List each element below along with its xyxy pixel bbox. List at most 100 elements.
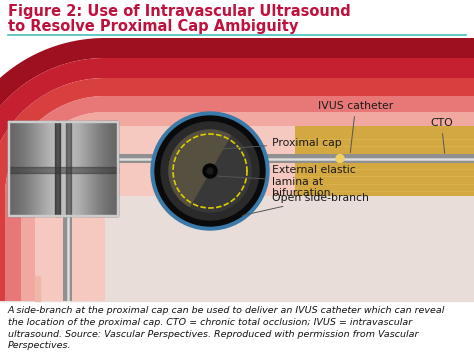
Text: CTO: CTO <box>430 118 453 153</box>
Polygon shape <box>71 121 72 216</box>
Polygon shape <box>110 121 111 216</box>
Polygon shape <box>95 121 96 216</box>
Polygon shape <box>57 121 58 216</box>
Polygon shape <box>19 121 20 216</box>
Polygon shape <box>5 196 21 301</box>
Polygon shape <box>84 121 85 216</box>
Polygon shape <box>52 121 53 216</box>
Polygon shape <box>106 121 107 216</box>
Polygon shape <box>83 121 84 216</box>
Circle shape <box>161 122 259 220</box>
Text: Open side-branch: Open side-branch <box>243 193 369 216</box>
Circle shape <box>207 168 213 174</box>
Text: External elastic
lamina at
bifurcation: External elastic lamina at bifurcation <box>218 165 356 198</box>
Polygon shape <box>56 121 57 216</box>
Polygon shape <box>108 121 109 216</box>
Polygon shape <box>35 276 40 301</box>
Polygon shape <box>105 58 474 78</box>
Polygon shape <box>295 126 474 196</box>
Polygon shape <box>105 154 474 163</box>
Polygon shape <box>72 121 73 216</box>
Polygon shape <box>85 121 86 216</box>
Polygon shape <box>92 121 93 216</box>
Polygon shape <box>78 121 79 216</box>
Polygon shape <box>21 112 105 196</box>
Polygon shape <box>116 121 117 216</box>
Polygon shape <box>37 121 38 216</box>
Polygon shape <box>25 121 26 216</box>
Polygon shape <box>13 121 14 216</box>
Polygon shape <box>24 121 25 216</box>
Circle shape <box>155 116 265 226</box>
Polygon shape <box>94 121 95 216</box>
Polygon shape <box>59 121 60 216</box>
Polygon shape <box>81 121 82 216</box>
Polygon shape <box>98 121 99 216</box>
Polygon shape <box>104 121 105 216</box>
Polygon shape <box>45 121 46 216</box>
Polygon shape <box>30 121 31 216</box>
Polygon shape <box>41 121 42 216</box>
Polygon shape <box>31 121 32 216</box>
Polygon shape <box>48 121 49 216</box>
Circle shape <box>203 164 217 178</box>
Polygon shape <box>169 130 230 206</box>
Polygon shape <box>105 112 474 126</box>
Circle shape <box>336 155 344 162</box>
Polygon shape <box>66 121 71 216</box>
Polygon shape <box>80 121 81 216</box>
Polygon shape <box>102 121 103 216</box>
Polygon shape <box>53 121 54 216</box>
Polygon shape <box>90 121 91 216</box>
Polygon shape <box>33 121 34 216</box>
Polygon shape <box>105 38 474 58</box>
Polygon shape <box>51 121 52 216</box>
Polygon shape <box>46 121 47 216</box>
Polygon shape <box>35 196 105 301</box>
Polygon shape <box>44 121 45 216</box>
Polygon shape <box>67 158 105 196</box>
Polygon shape <box>68 196 69 301</box>
Polygon shape <box>11 121 12 216</box>
Polygon shape <box>40 121 41 216</box>
Polygon shape <box>29 121 30 216</box>
Polygon shape <box>61 121 62 216</box>
Polygon shape <box>114 121 115 216</box>
Polygon shape <box>62 121 63 216</box>
Polygon shape <box>86 121 87 216</box>
Polygon shape <box>32 121 33 216</box>
Polygon shape <box>73 121 74 216</box>
Polygon shape <box>8 121 118 216</box>
Polygon shape <box>15 121 16 216</box>
Polygon shape <box>63 196 72 301</box>
Polygon shape <box>99 121 100 216</box>
Polygon shape <box>0 86 474 301</box>
Polygon shape <box>105 158 474 161</box>
Polygon shape <box>64 121 65 216</box>
Polygon shape <box>9 121 10 216</box>
Polygon shape <box>21 121 22 216</box>
Polygon shape <box>68 159 105 196</box>
Polygon shape <box>93 121 94 216</box>
Polygon shape <box>105 126 474 196</box>
Polygon shape <box>8 215 118 216</box>
Text: A side-branch at the proximal cap can be used to deliver an IVUS catheter which : A side-branch at the proximal cap can be… <box>8 306 446 351</box>
Polygon shape <box>65 121 66 216</box>
Polygon shape <box>10 121 11 216</box>
Polygon shape <box>20 121 21 216</box>
Polygon shape <box>115 121 116 216</box>
Polygon shape <box>113 121 114 216</box>
Polygon shape <box>111 121 112 216</box>
Polygon shape <box>91 121 92 216</box>
Polygon shape <box>63 154 105 196</box>
Polygon shape <box>0 78 105 196</box>
Polygon shape <box>117 121 118 216</box>
Polygon shape <box>0 38 105 196</box>
Polygon shape <box>82 121 83 216</box>
Polygon shape <box>54 121 55 216</box>
Polygon shape <box>60 121 61 216</box>
Text: IVUS catheter: IVUS catheter <box>318 101 393 153</box>
Text: Proximal cap: Proximal cap <box>223 138 342 149</box>
Polygon shape <box>96 121 97 216</box>
Polygon shape <box>17 121 18 216</box>
